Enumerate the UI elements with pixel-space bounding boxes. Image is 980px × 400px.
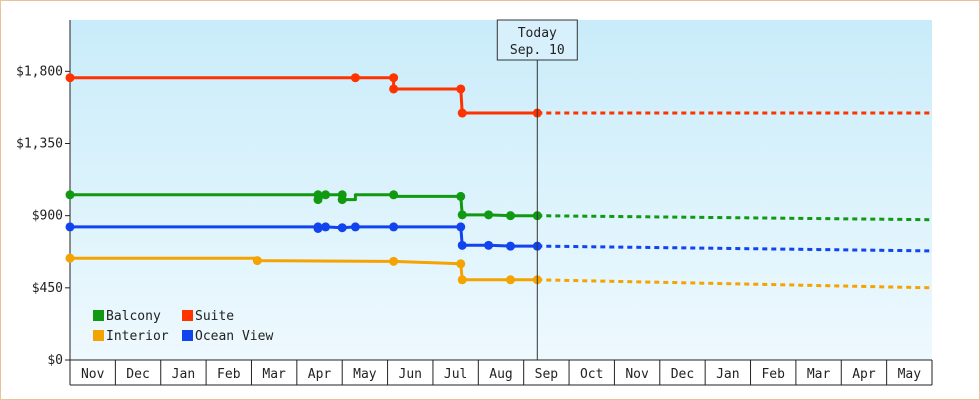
data-point-balcony [506, 211, 516, 221]
legend: Balcony Suite Interior Ocean View [93, 309, 273, 344]
y-tick-label: $1,800 [16, 64, 63, 79]
data-point-interior [506, 275, 516, 285]
data-point-balcony [456, 191, 466, 201]
x-month-label: Feb [761, 367, 785, 382]
x-month-label: Jun [399, 367, 422, 382]
x-month-label: Aug [489, 367, 512, 382]
today-label-date: Sep. 10 [510, 43, 565, 58]
y-axis: $0 $450 $900 $1,350 $1,800 [16, 20, 71, 368]
legend-label: Suite [195, 309, 234, 324]
x-month-label: May [898, 367, 922, 382]
data-point-ocean-view [350, 222, 360, 232]
series-projection-interior [537, 278, 931, 290]
x-month-label: Feb [217, 367, 241, 382]
x-month-label: Sep [535, 367, 559, 382]
legend-label: Ocean View [195, 329, 273, 344]
data-point-ocean-view [313, 223, 323, 233]
x-month-label: Oct [580, 367, 603, 382]
data-point-interior [65, 253, 75, 263]
data-point-interior [252, 256, 262, 266]
series-layer [65, 73, 931, 290]
legend-swatch [182, 330, 193, 341]
data-point-balcony [65, 190, 75, 200]
x-month-label: Apr [308, 367, 332, 382]
x-month-label: May [353, 367, 377, 382]
y-tick-label: $0 [47, 353, 63, 368]
x-month-label: Nov [625, 367, 649, 382]
data-point-suite [457, 108, 467, 118]
legend-swatch [182, 310, 193, 321]
today-marker: Today Sep. 10 [496, 19, 578, 360]
data-point-suite [456, 84, 466, 94]
data-point-suite [389, 84, 399, 94]
legend-label: Interior [106, 329, 169, 344]
x-month-label: Apr [852, 367, 876, 382]
series-projection-balcony [537, 214, 931, 222]
data-point-ocean-view [337, 223, 347, 233]
x-month-label: Jul [444, 367, 467, 382]
data-point-balcony [457, 210, 467, 220]
data-point-interior [457, 275, 467, 285]
data-point-interior [389, 256, 399, 266]
data-point-ocean-view [506, 241, 516, 251]
data-point-ocean-view [65, 222, 75, 232]
y-tick-label: $900 [32, 209, 63, 224]
y-tick-label: $450 [32, 281, 63, 296]
x-month-label: Mar [807, 367, 831, 382]
data-point-balcony [389, 190, 399, 200]
data-point-ocean-view [457, 240, 467, 250]
series-projection-ocean-view [537, 244, 931, 253]
x-month-label: Mar [262, 367, 286, 382]
data-point-suite [350, 73, 360, 83]
data-point-suite [65, 73, 75, 83]
legend-swatch [93, 330, 104, 341]
data-point-ocean-view [321, 222, 331, 232]
x-month-label: Dec [126, 367, 149, 382]
x-month-label: Jan [716, 367, 739, 382]
data-point-ocean-view [484, 240, 494, 250]
today-label-title: Today [518, 26, 557, 41]
x-month-label: Jan [172, 367, 195, 382]
legend-label: Balcony [106, 309, 161, 324]
data-point-balcony [321, 190, 331, 200]
data-point-ocean-view [456, 222, 466, 232]
legend-swatch [93, 310, 104, 321]
today-label-box [496, 19, 578, 61]
x-month-label: Dec [671, 367, 694, 382]
data-point-balcony [484, 210, 494, 220]
data-point-interior [456, 259, 466, 269]
x-axis: Nov Dec Jan Feb Mar Apr May Jun Jul Aug Sep Oct Nov D… [69, 359, 933, 386]
data-point-balcony [337, 195, 347, 205]
data-point-suite [389, 73, 399, 83]
data-point-ocean-view [389, 222, 399, 232]
x-month-label: Nov [81, 367, 105, 382]
y-tick-label: $1,350 [16, 136, 63, 151]
data-point-balcony [313, 195, 323, 205]
